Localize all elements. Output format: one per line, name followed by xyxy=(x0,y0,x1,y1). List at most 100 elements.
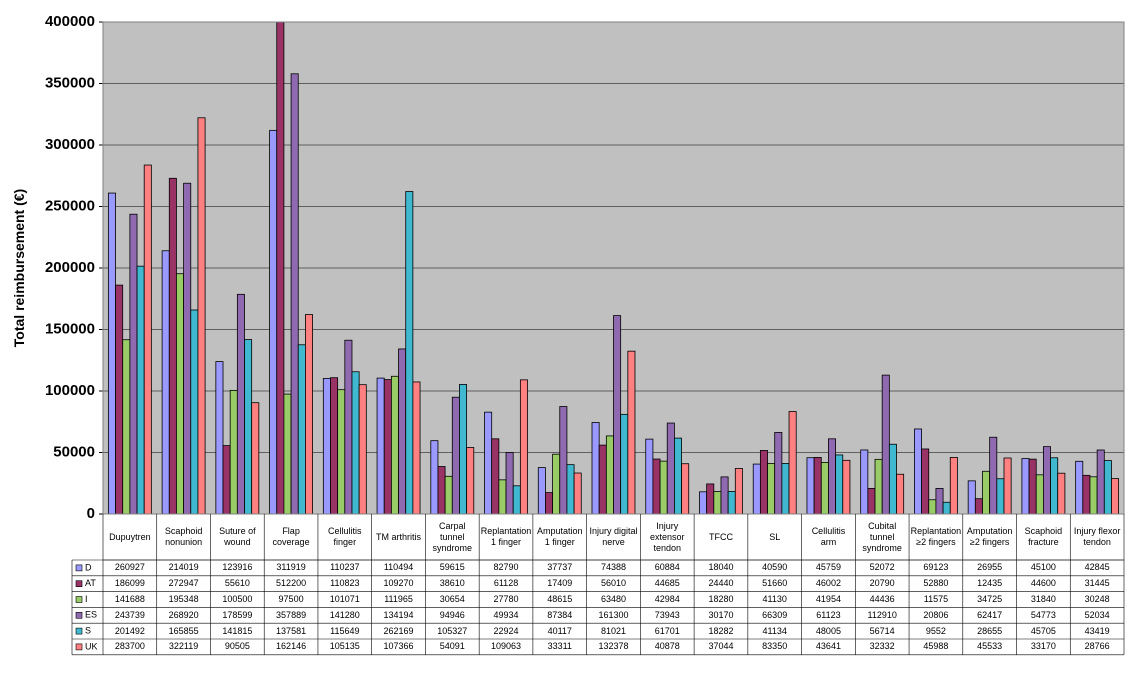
table-value: 45759 xyxy=(815,562,841,573)
table-value: 262169 xyxy=(383,625,414,636)
table-value: 101071 xyxy=(329,593,360,604)
bar xyxy=(860,449,869,514)
table-value: 260927 xyxy=(114,562,145,573)
table-value: 22924 xyxy=(493,625,519,636)
table-value: 110494 xyxy=(383,562,414,573)
table-value: 18280 xyxy=(708,593,734,604)
table-value: 38610 xyxy=(439,578,465,589)
table-value: 272947 xyxy=(168,578,199,589)
table-value: 41130 xyxy=(762,593,787,604)
bar xyxy=(491,438,500,514)
table-value: 105327 xyxy=(437,625,468,636)
bar xyxy=(290,73,299,514)
bar xyxy=(781,463,790,514)
bar xyxy=(466,447,475,514)
table-value: 34725 xyxy=(977,593,1003,604)
table-value: 161300 xyxy=(598,609,629,620)
table-value: 46002 xyxy=(815,578,841,589)
table-value: 32332 xyxy=(869,641,895,652)
table-value: 115649 xyxy=(330,625,360,636)
bar xyxy=(752,463,761,514)
legend-label: D xyxy=(85,562,92,572)
bar xyxy=(1075,460,1084,514)
y-axis-label: Total reimbursement (€) xyxy=(11,189,27,347)
table-value: 40590 xyxy=(762,562,788,573)
table-value: 111965 xyxy=(384,593,413,604)
table-value: 30248 xyxy=(1084,593,1110,604)
table-value: 109270 xyxy=(383,578,414,589)
category-label: Injury extensor tendon xyxy=(649,520,685,553)
table-value: 201492 xyxy=(114,625,145,636)
bar xyxy=(330,377,339,514)
table-value: 20806 xyxy=(923,609,949,620)
bar xyxy=(659,460,668,514)
table-value: 44436 xyxy=(869,593,895,604)
legend-swatch xyxy=(75,596,83,603)
table-value: 87384 xyxy=(547,609,573,620)
bar xyxy=(996,478,1005,514)
bar xyxy=(828,438,837,514)
table-value: 56010 xyxy=(600,578,626,589)
table-value: 357889 xyxy=(276,609,307,620)
bar xyxy=(1021,458,1030,514)
category-label: Amputation 1 finger xyxy=(536,526,583,547)
bar xyxy=(430,440,439,514)
table-value: 44685 xyxy=(654,578,680,589)
bar xyxy=(376,377,385,514)
table-value: 54091 xyxy=(439,641,465,652)
y-tick-label: 50000 xyxy=(53,443,95,460)
bar xyxy=(351,371,360,514)
table-value: 110237 xyxy=(330,562,360,573)
table-value: 66309 xyxy=(762,609,788,620)
bar xyxy=(820,461,829,514)
table-value: 73943 xyxy=(654,609,680,620)
table-value: 162146 xyxy=(276,641,307,652)
table-value: 82790 xyxy=(493,562,519,573)
bar xyxy=(967,480,976,514)
table-value: 137581 xyxy=(276,625,307,636)
bar xyxy=(197,117,206,514)
bar xyxy=(305,314,313,514)
bar xyxy=(896,473,905,514)
table-value: 59615 xyxy=(439,562,465,573)
bar xyxy=(974,498,983,514)
bar xyxy=(269,129,278,514)
bar xyxy=(129,213,138,514)
bar xyxy=(806,457,815,514)
table-value: 48615 xyxy=(547,593,573,604)
table-value: 55610 xyxy=(224,578,250,589)
category-label: Dupuytren xyxy=(109,531,151,542)
category-label: SL xyxy=(769,531,781,542)
table-value: 62417 xyxy=(977,609,1003,620)
table-value: 283700 xyxy=(114,641,145,652)
table-value: 24440 xyxy=(708,578,734,589)
bar xyxy=(706,483,715,514)
legend-label: AT xyxy=(85,578,96,588)
table-value: 44600 xyxy=(1030,578,1056,589)
table-value: 123916 xyxy=(222,562,253,573)
table-value: 49934 xyxy=(493,609,519,620)
bar xyxy=(161,250,170,514)
bar xyxy=(1028,458,1037,514)
y-tick-label: 150000 xyxy=(45,320,95,337)
table-value: 214019 xyxy=(168,562,199,573)
table-value: 74388 xyxy=(600,562,626,573)
bar xyxy=(734,468,743,514)
table-value: 109063 xyxy=(491,641,522,652)
table-value: 45100 xyxy=(1030,562,1056,573)
bar xyxy=(645,438,654,514)
table-value: 28655 xyxy=(977,625,1003,636)
table-value: 27780 xyxy=(493,593,519,604)
bar xyxy=(537,467,546,514)
bar xyxy=(398,348,407,514)
bar xyxy=(297,344,306,514)
table-value: 18282 xyxy=(708,625,734,636)
category-label: Scaphoid nonunion xyxy=(164,526,203,547)
table-value: 97500 xyxy=(278,593,304,604)
table-value: 43641 xyxy=(815,641,841,652)
table-value: 37737 xyxy=(547,562,573,573)
table-value: 243739 xyxy=(114,609,145,620)
bar xyxy=(412,381,421,514)
bar xyxy=(183,182,192,514)
bar xyxy=(652,458,661,514)
